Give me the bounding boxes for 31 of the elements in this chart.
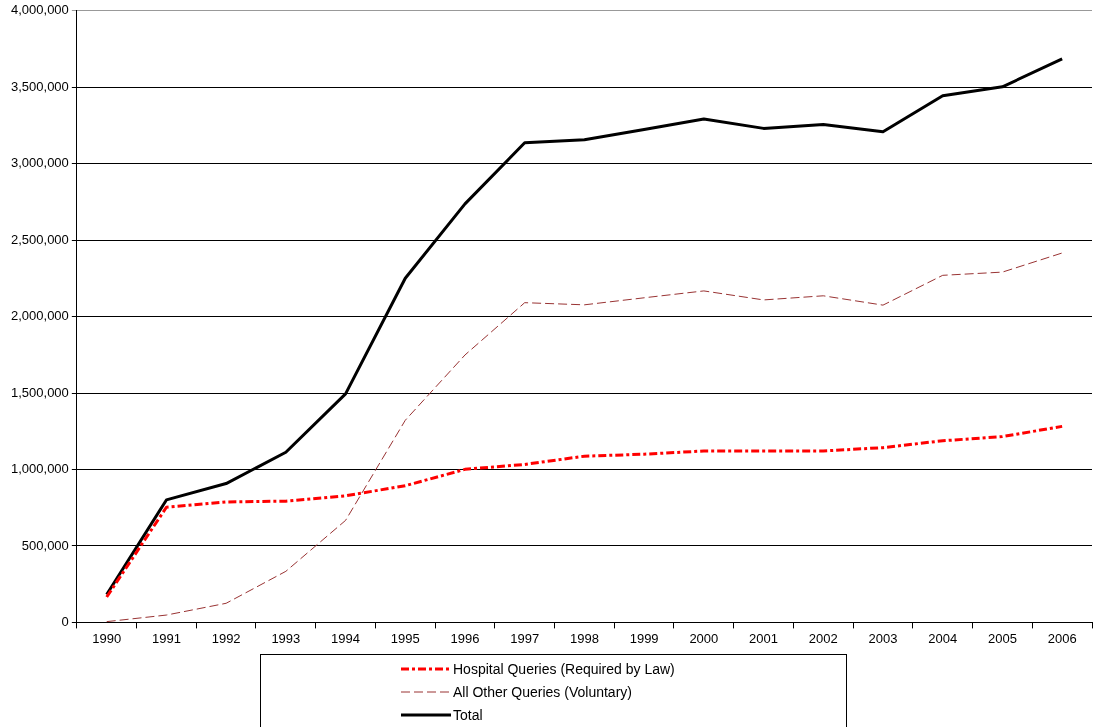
y-tick-label: 2,500,000 bbox=[10, 231, 69, 247]
legend-label: All Other Queries (Voluntary) bbox=[453, 683, 632, 700]
line-series bbox=[106, 252, 1063, 623]
x-tick-label: 2001 bbox=[749, 630, 779, 646]
x-tick-label: 2002 bbox=[808, 630, 838, 646]
x-tick-label: 1998 bbox=[569, 630, 599, 646]
x-tick-label: 2003 bbox=[868, 630, 898, 646]
x-tick-label: 2000 bbox=[689, 630, 719, 646]
x-tick-label: 1993 bbox=[271, 630, 301, 646]
y-tick-label: 4,000,000 bbox=[10, 2, 69, 18]
x-tick-label: 2005 bbox=[987, 630, 1017, 646]
y-tick-label: 2,000,000 bbox=[10, 308, 69, 324]
x-tick-label: 2006 bbox=[1047, 630, 1077, 646]
x-tick-label: 1990 bbox=[92, 630, 122, 646]
legend-label: Total bbox=[453, 706, 483, 723]
x-tick-label: 1992 bbox=[211, 630, 241, 646]
x-tick-label: 1991 bbox=[151, 630, 181, 646]
y-tick-label: 3,000,000 bbox=[10, 155, 69, 171]
legend-label: Hospital Queries (Required by Law) bbox=[453, 660, 675, 677]
x-tick-label: 1994 bbox=[331, 630, 361, 646]
y-tick-label: 3,500,000 bbox=[10, 78, 69, 94]
x-tick-label: 2004 bbox=[928, 630, 958, 646]
y-tick-label: 0 bbox=[61, 613, 69, 629]
x-tick-label: 1999 bbox=[629, 630, 659, 646]
y-tick-label: 1,500,000 bbox=[10, 384, 69, 400]
y-tick-label: 1,000,000 bbox=[10, 461, 69, 477]
x-tick-label: 1995 bbox=[390, 630, 420, 646]
y-tick-label: 500,000 bbox=[21, 537, 69, 553]
x-tick-label: 1996 bbox=[450, 630, 480, 646]
line-series bbox=[105, 424, 1064, 599]
x-tick-label: 1997 bbox=[510, 630, 540, 646]
